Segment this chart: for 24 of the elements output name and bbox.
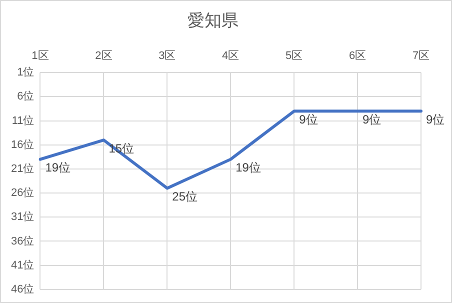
x-tick-label: 7区	[412, 50, 430, 62]
x-tick-label: 5区	[286, 50, 303, 62]
x-tick-label: 1区	[32, 50, 49, 62]
y-tick-label: 16位	[10, 138, 34, 151]
x-tick-label: 4区	[222, 50, 240, 62]
chart-title: 愛知県	[188, 10, 238, 30]
x-tick-label: 6区	[348, 50, 366, 62]
y-tick-label: 11位	[12, 114, 34, 127]
y-tick-label: 26位	[10, 187, 34, 200]
x-tick-label: 2区	[95, 50, 112, 62]
y-tick-label: 41位	[10, 259, 34, 272]
x-tick-label: 3区	[158, 50, 176, 62]
y-tick-label: 31位	[10, 211, 34, 224]
y-tick-label: 36位	[10, 235, 34, 248]
y-tick-label: 21位	[10, 162, 34, 175]
y-tick-label: 46位	[10, 283, 34, 296]
data-label: 9位	[362, 112, 382, 126]
data-label: 19位	[45, 160, 71, 175]
data-label: 19位	[236, 160, 261, 175]
y-tick-label: 1位	[17, 66, 34, 79]
data-label: 9位	[426, 112, 445, 126]
data-label: 9位	[299, 112, 318, 126]
data-label: 25位	[172, 190, 198, 204]
y-tick-label: 6位	[17, 90, 34, 103]
